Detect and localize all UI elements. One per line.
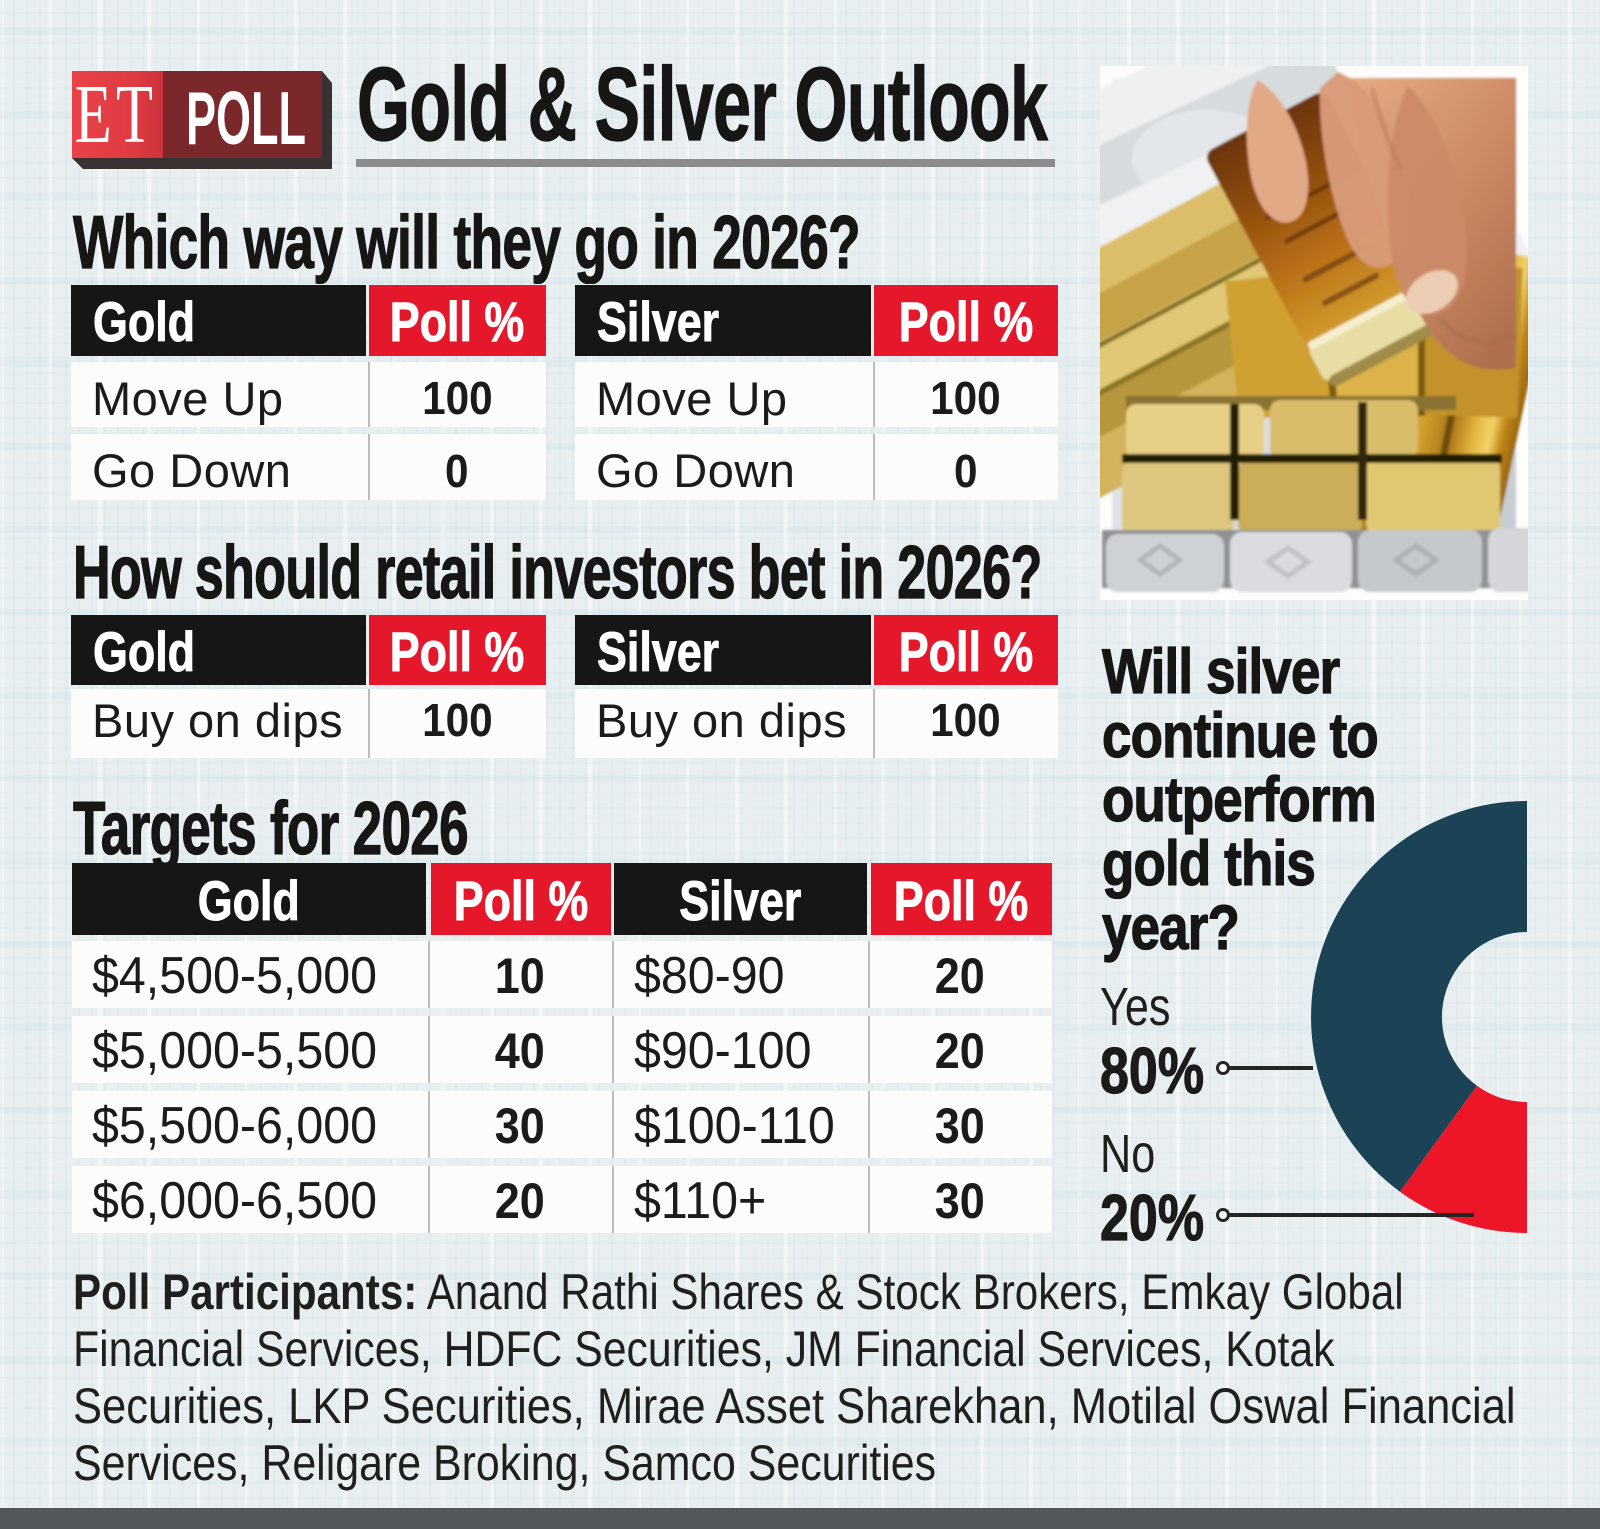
svg-text:POLL: POLL bbox=[186, 77, 306, 161]
svg-text:ET: ET bbox=[75, 67, 158, 160]
